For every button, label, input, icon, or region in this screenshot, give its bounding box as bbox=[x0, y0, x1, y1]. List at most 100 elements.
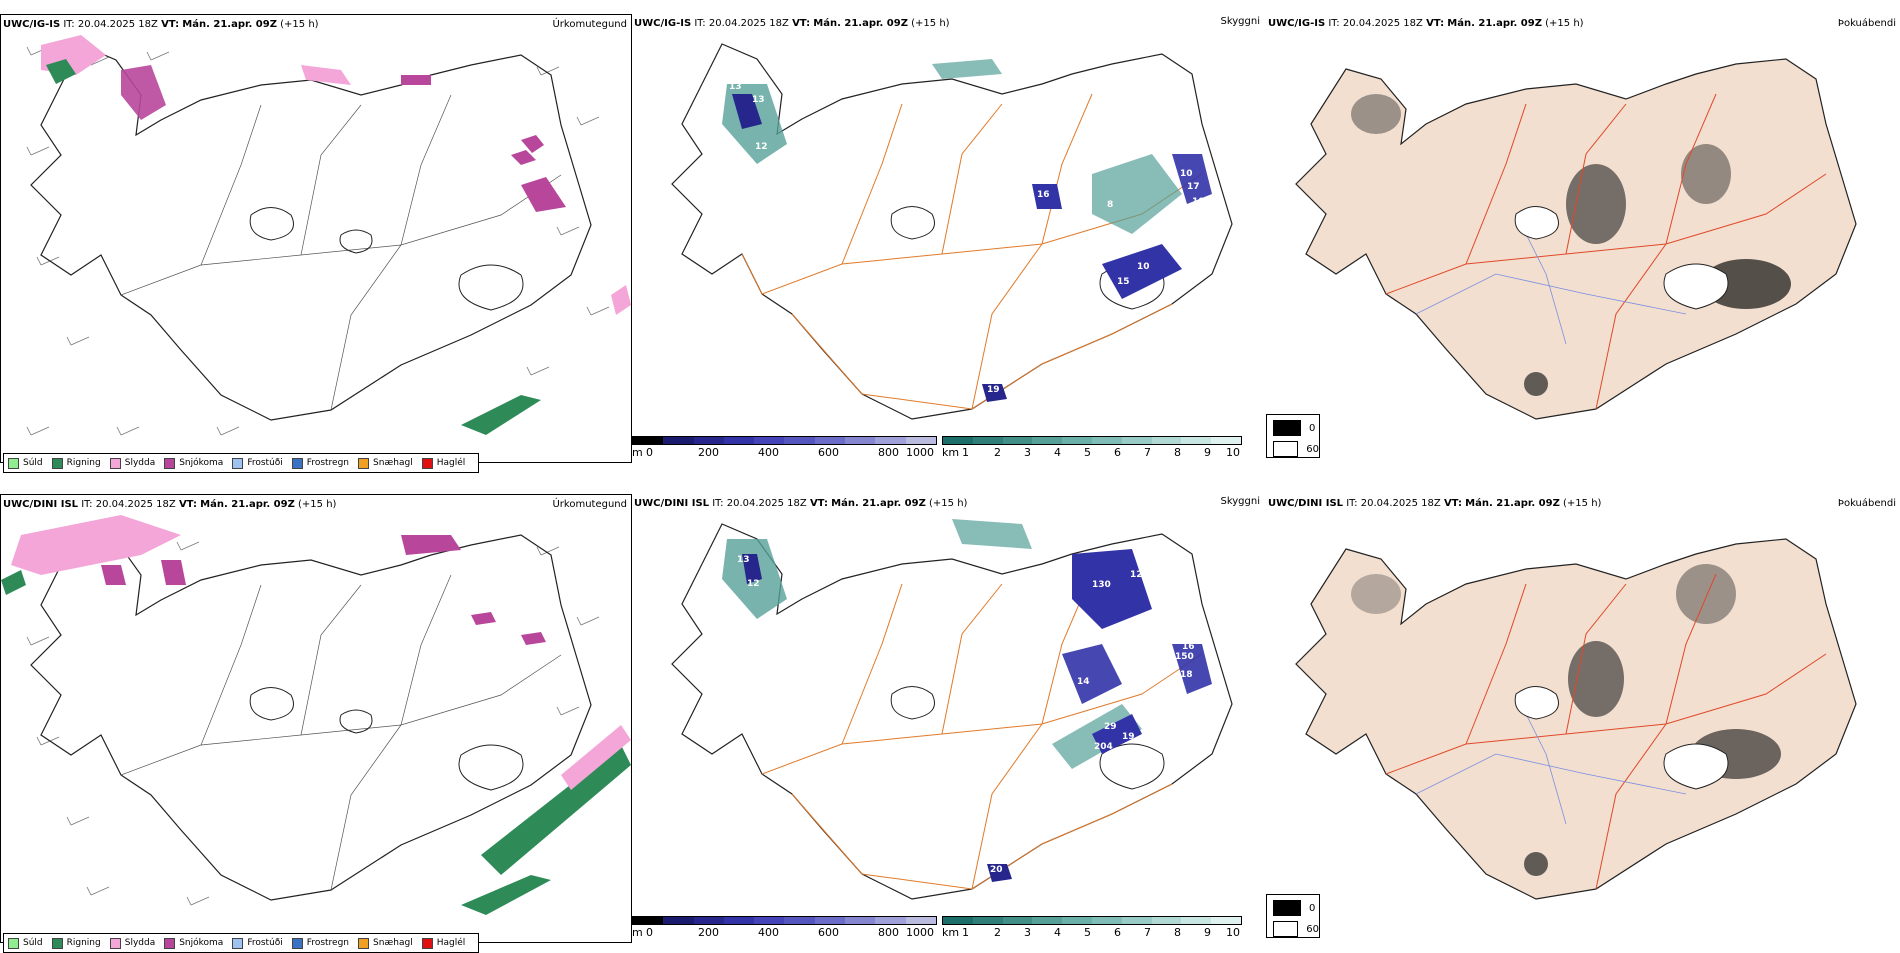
precip-type-map-row2 bbox=[1, 515, 631, 915]
glaciers bbox=[890, 686, 1165, 790]
map-value: 16 bbox=[1037, 190, 1050, 200]
precip-type-panel-row2: UWC/DINI ISL IT: 20.04.2025 18Z VT: Mán.… bbox=[0, 494, 632, 953]
road-network bbox=[120, 574, 562, 891]
ceiling-colorbar-strip bbox=[632, 436, 937, 445]
legend-item: Frostregn bbox=[291, 457, 349, 469]
wind-barbs bbox=[26, 46, 610, 436]
map-value: 10 bbox=[1137, 262, 1150, 272]
map-value: 13 bbox=[752, 95, 765, 105]
panel-title: Skyggni bbox=[1220, 16, 1260, 27]
it-label: IT: bbox=[63, 19, 75, 30]
precip-patches bbox=[41, 35, 631, 435]
map-value: 19 bbox=[987, 385, 1000, 395]
legend-item: Haglél bbox=[421, 457, 465, 469]
panel-header: UWC/IG-IS IT: 20.04.2025 18Z VT: Mán. 21… bbox=[634, 18, 950, 29]
swatch-snaehagl bbox=[358, 457, 370, 469]
map-value: 15 bbox=[1117, 277, 1130, 287]
fog-map-row1 bbox=[1295, 58, 1857, 420]
glaciers bbox=[1514, 686, 1729, 790]
iceland-coastline bbox=[30, 44, 592, 421]
swatch-frostudi bbox=[232, 937, 244, 949]
map-value: 130 bbox=[1092, 580, 1111, 590]
visibility-map-row1: 13 13 12 16 8 10 15 6 10 17 10 19 12 bbox=[671, 43, 1233, 420]
fog-legend: 0 60 bbox=[1266, 414, 1320, 458]
swatch-snaehagl bbox=[358, 937, 370, 949]
panel-title: Þokuábendi bbox=[1837, 498, 1896, 509]
model-name: UWC/DINI ISL bbox=[1268, 498, 1344, 509]
map-value: 14 bbox=[1077, 677, 1090, 687]
map-value: 150 bbox=[1175, 652, 1194, 662]
visibility-colorbar: km 1 2 3 4 5 6 7 8 9 10 bbox=[942, 916, 1242, 939]
glaciers bbox=[1514, 206, 1729, 310]
map-value: 12 bbox=[755, 142, 768, 152]
ceiling-colorbar: m 0 200 400 600 800 1000 bbox=[632, 916, 937, 939]
fog-swatch-0 bbox=[1273, 900, 1301, 916]
panel-title: Þokuábendi bbox=[1837, 18, 1896, 29]
legend-item: Rigning bbox=[51, 457, 101, 469]
panel-title: Skyggni bbox=[1220, 496, 1260, 507]
legend-item: Snjókoma bbox=[164, 457, 223, 469]
ceiling-colorbar: m 0 200 400 600 800 1000 bbox=[632, 436, 937, 459]
map-value: 19 bbox=[1122, 732, 1135, 742]
iceland-coastline bbox=[671, 523, 1233, 900]
vt-label: VT: bbox=[161, 19, 180, 30]
vt-value: Mán. 21.apr. 09Z bbox=[182, 19, 277, 30]
panel-header: UWC/IG-IS IT: 20.04.2025 18Z VT: Mán. 21… bbox=[1268, 18, 1584, 29]
iceland-coastline bbox=[30, 524, 592, 901]
glaciers bbox=[249, 687, 524, 791]
swatch-sudl bbox=[8, 937, 19, 949]
swatch-frostregn bbox=[291, 937, 303, 949]
model-name: UWC/DINI ISL bbox=[634, 498, 710, 509]
map-value-labels: 13 13 12 16 8 10 15 6 10 17 10 19 12 bbox=[729, 82, 1205, 395]
model-name: UWC/IG-IS bbox=[634, 18, 692, 29]
iceland-land bbox=[1295, 538, 1857, 900]
precip-patches bbox=[1, 515, 631, 915]
visibility-colorbar-strip bbox=[942, 436, 1242, 445]
fog-panel-row1: UWC/IG-IS IT: 20.04.2025 18Z VT: Mán. 21… bbox=[1266, 14, 1900, 463]
road-network bbox=[741, 93, 1203, 410]
swatch-haglel bbox=[421, 457, 433, 469]
model-name: UWC/IG-IS bbox=[3, 19, 61, 30]
fog-panel-row2: UWC/DINI ISL IT: 20.04.2025 18Z VT: Mán.… bbox=[1266, 494, 1900, 943]
swatch-snjokoma bbox=[164, 937, 176, 949]
panel-header: UWC/DINI ISL IT: 20.04.2025 18Z VT: Mán.… bbox=[634, 498, 968, 509]
legend-item: Snæhagl bbox=[358, 457, 413, 469]
map-value: 17 bbox=[1187, 182, 1200, 192]
panel-header: UWC/IG-IS IT: 20.04.2025 18Z VT: Mán. 21… bbox=[3, 19, 319, 30]
map-value: 18 bbox=[1180, 670, 1193, 680]
swatch-haglel bbox=[421, 937, 433, 949]
visibility-map-row2: 13 12 130 129 14 29 204 19 16 150 18 20 bbox=[671, 519, 1233, 900]
it-value: 20.04.2025 18Z bbox=[77, 19, 158, 30]
road-network bbox=[1385, 93, 1827, 410]
precip-type-panel-row1: UWC/IG-IS IT: 20.04.2025 18Z VT: Mán. 21… bbox=[0, 14, 632, 473]
map-value: 129 bbox=[1130, 570, 1149, 580]
fog-shading bbox=[1351, 94, 1791, 396]
map-value-labels: 13 12 130 129 14 29 204 19 16 150 18 20 bbox=[737, 555, 1195, 875]
map-value: 204 bbox=[1094, 742, 1113, 752]
map-value: 10 bbox=[1180, 169, 1193, 179]
swatch-frostudi bbox=[232, 457, 244, 469]
precip-type-map-row1 bbox=[26, 35, 631, 436]
model-name: UWC/DINI ISL bbox=[3, 499, 79, 510]
legend-item: Slydda bbox=[109, 457, 155, 469]
glaciers bbox=[249, 207, 524, 311]
fog-swatch-60 bbox=[1273, 441, 1299, 457]
visibility-panel-row1: 13 13 12 16 8 10 15 6 10 17 10 19 12 UWC… bbox=[632, 14, 1264, 463]
panel-header: UWC/DINI ISL IT: 20.04.2025 18Z VT: Mán.… bbox=[3, 499, 337, 510]
map-value: 12 bbox=[1092, 232, 1105, 242]
panel-title: Úrkomutegund bbox=[552, 499, 627, 510]
precip-legend: Súld Rigning Slydda Snjókoma Frostúði Fr… bbox=[3, 453, 480, 473]
map-value: 10 bbox=[1192, 197, 1205, 207]
ceiling-unit: m bbox=[632, 446, 643, 459]
legend-item: Frostúði bbox=[232, 457, 283, 469]
panel-title: Úrkomutegund bbox=[552, 19, 627, 30]
map-value: 12 bbox=[747, 579, 760, 589]
map-value: 13 bbox=[737, 555, 750, 565]
visibility-colorbar: km 1 2 3 4 5 6 7 8 9 10 bbox=[942, 436, 1242, 459]
panel-header: UWC/DINI ISL IT: 20.04.2025 18Z VT: Mán.… bbox=[1268, 498, 1602, 509]
swatch-sudl bbox=[8, 457, 19, 469]
map-value: 8 bbox=[1107, 200, 1113, 210]
swatch-slydda bbox=[109, 937, 121, 949]
map-value: 6 bbox=[1082, 290, 1088, 300]
map-value: 16 bbox=[1182, 642, 1195, 652]
